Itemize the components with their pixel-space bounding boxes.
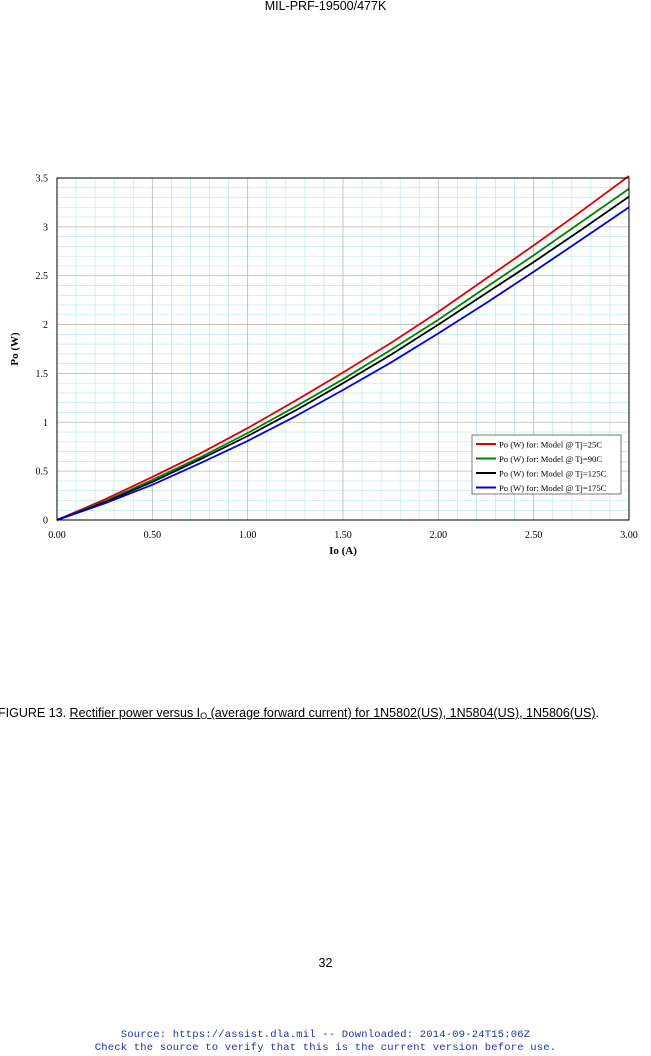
y-tick-label: 2.5 (36, 271, 49, 282)
figure-caption: FIGURE 13. Rectifier power versus IO (av… (0, 706, 599, 721)
caption-subscript: O (200, 711, 208, 721)
caption-prefix: FIGURE 13. (0, 706, 70, 720)
series-line-2 (56, 187, 630, 521)
series-line-3 (56, 195, 630, 521)
y-tick-label: 3.5 (36, 174, 49, 185)
x-tick-label: 2.50 (525, 530, 543, 541)
footer-source-line: Source: https://assist.dla.mil -- Downlo… (120, 1029, 531, 1041)
y-tick-label: 1 (43, 418, 48, 429)
y-tick-label: 2 (43, 320, 48, 331)
legend-label-3: Po (W) for: Model @ Tj=125C (499, 468, 607, 478)
series-line-1 (56, 175, 630, 521)
x-tick-label: 1.50 (334, 530, 352, 541)
source-footer: Source: https://assist.dla.mil -- Downlo… (0, 1029, 651, 1055)
y-tick-label: 0.5 (36, 467, 49, 478)
x-tick-label: 1.00 (239, 530, 257, 541)
y-tick-labels: 0 0.5 1 1.5 2 2.5 3 3.5 (36, 174, 49, 527)
legend-label-4: Po (W) for: Model @ Tj=175C (499, 483, 607, 493)
series-lines (56, 175, 630, 521)
x-tick-label: 2.00 (430, 530, 448, 541)
x-tick-label: 0.50 (144, 530, 162, 541)
plot-area-frame (56, 177, 630, 521)
series-line-4 (56, 206, 630, 521)
caption-text-a: Rectifier power versus I (69, 706, 201, 720)
x-tick-label: 3.00 (620, 530, 638, 541)
footer-check-line: Check the source to verify that this is … (94, 1042, 557, 1054)
caption-suffix: . (595, 706, 600, 720)
legend-label-1: Po (W) for: Model @ Tj=25C (499, 439, 602, 449)
power-vs-current-chart: 0.00 0.50 1.00 1.50 2.00 2.50 3.00 0 0.5 1 1.5 2 2.… (9, 174, 638, 558)
x-tick-label: 0.00 (48, 530, 66, 541)
page-number: 32 (318, 956, 333, 970)
document-id-header: MIL-PRF-19500/477K (264, 0, 387, 13)
y-tick-label: 3 (43, 222, 48, 233)
y-axis-label: Po (W) (9, 332, 21, 366)
y-tick-label: 1.5 (36, 369, 49, 380)
legend-box (471, 434, 622, 495)
legend: Po (W) for: Model @ Tj=25C Po (W) for: Mo… (471, 434, 622, 495)
y-tick-label: 0 (43, 516, 48, 527)
x-tick-labels: 0.00 0.50 1.00 1.50 2.00 2.50 3.00 (48, 530, 638, 541)
x-axis-label: Io (A) (329, 545, 357, 557)
legend-label-2: Po (W) for: Model @ Tj=90C (499, 454, 602, 464)
caption-text-b: (average forward current) for 1N5802(US)… (207, 706, 596, 720)
